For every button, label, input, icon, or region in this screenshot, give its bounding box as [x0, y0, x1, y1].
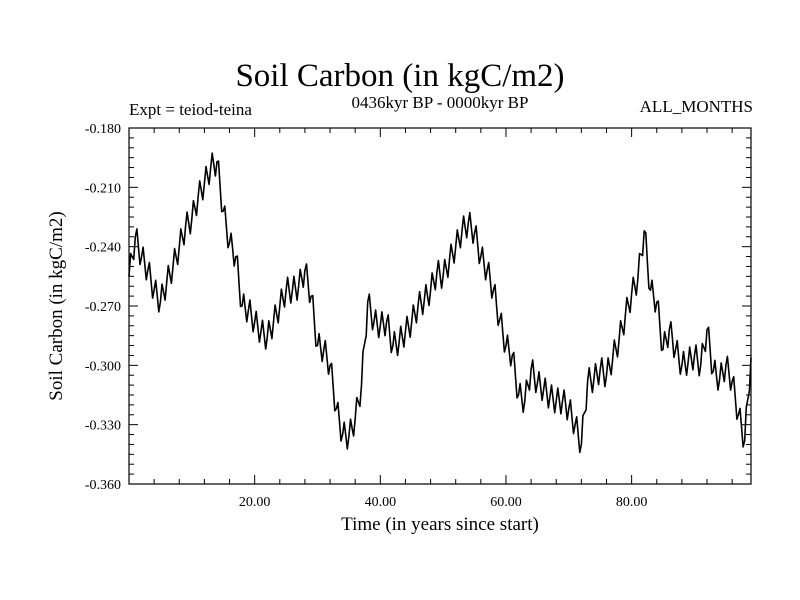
y-tick-label: -0.270 [85, 300, 121, 315]
y-tick-label: -0.330 [85, 419, 121, 434]
plot-frame [128, 127, 752, 485]
axes: -0.180 -0.210 -0.240 -0.270 -0.300 -0.330 -0.3… [85, 122, 751, 510]
x-tick-label: 20.00 [239, 495, 271, 510]
chart-subtitle: 0436kyr BP - 0000kyr BP [351, 93, 529, 112]
y-tick-label: -0.210 [85, 181, 121, 196]
chart-title: Soil Carbon (in kgC/m2) [235, 58, 565, 94]
experiment-label: Expt = teiod-teina [129, 100, 252, 119]
series-line-0 [128, 152, 752, 454]
series-layer [128, 152, 752, 454]
x-axis-label: Time (in years since start) [341, 514, 539, 535]
y-tick-label: -0.240 [85, 241, 121, 256]
y-tick-label: -0.300 [85, 359, 121, 374]
x-tick-label: 80.00 [616, 495, 648, 510]
x-tick-label: 40.00 [365, 495, 397, 510]
months-label: ALL_MONTHS [639, 97, 753, 116]
y-tick-label: -0.360 [85, 478, 121, 493]
y-axis-label: Soil Carbon (in kgC/m2) [46, 211, 67, 400]
x-tick-label: 60.00 [490, 495, 522, 510]
y-tick-label: -0.180 [85, 122, 121, 137]
